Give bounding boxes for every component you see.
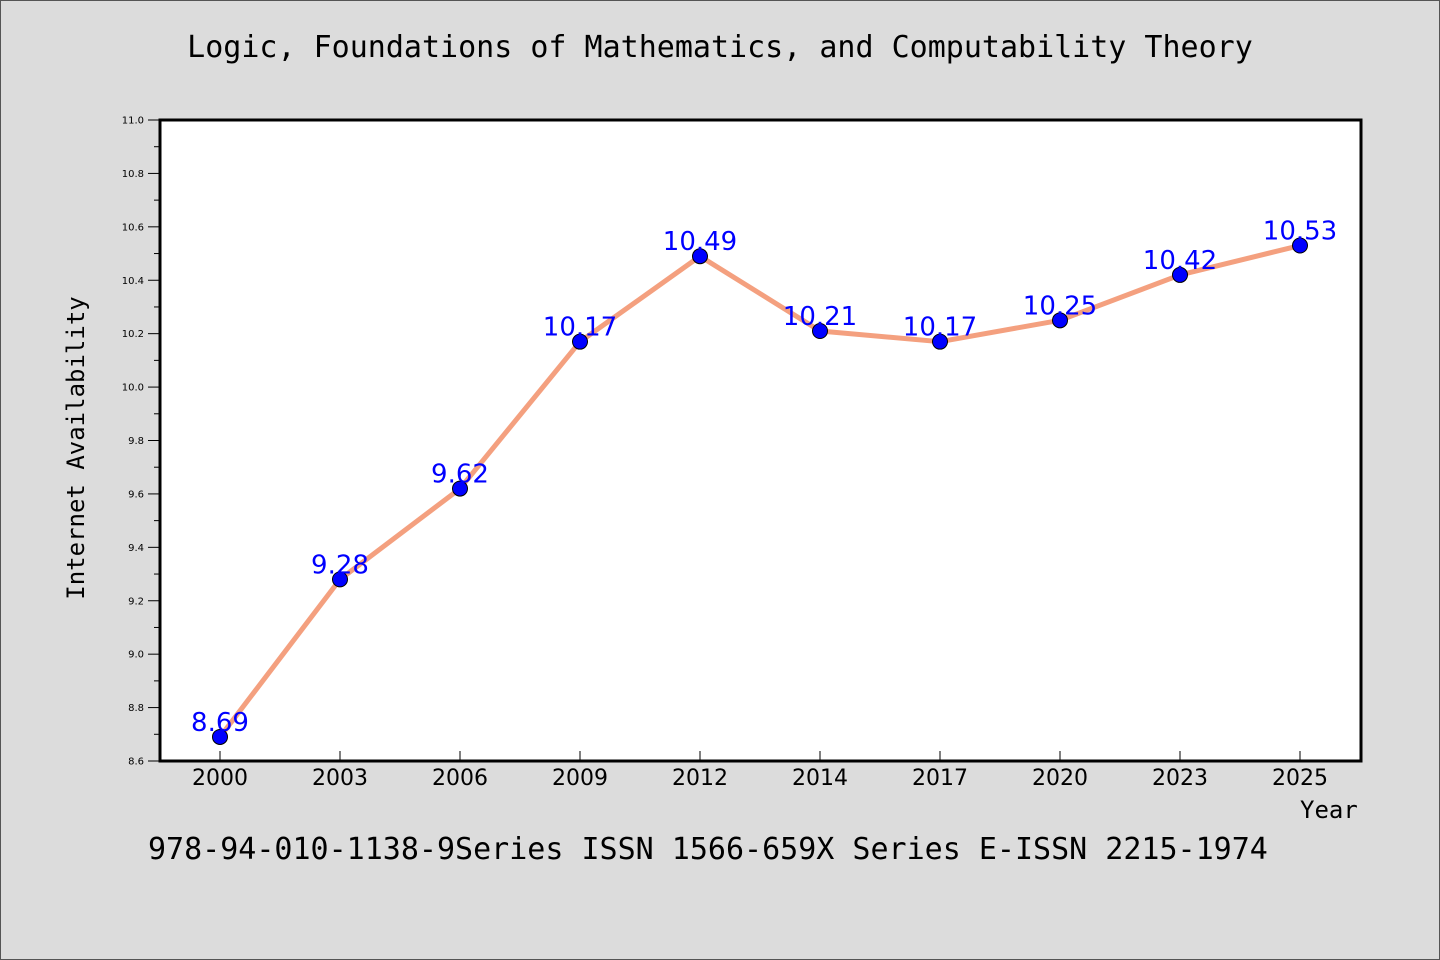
data-point (1292, 237, 1308, 254)
data-label: 10.25 (1023, 291, 1097, 321)
x-tick-label: 2006 (432, 766, 488, 791)
y-tick-label: 11.0 (122, 116, 144, 127)
footer-isbn-text: 978-94-010-1138-9Series ISSN 1566-659X S… (148, 832, 1268, 867)
data-point (572, 333, 588, 350)
data-label: 9.62 (431, 460, 489, 490)
y-tick-label: 10.2 (122, 329, 144, 340)
y-tick-label: 8.6 (128, 757, 144, 768)
x-tick-label: 2025 (1272, 766, 1328, 791)
data-point (932, 333, 948, 350)
x-tick-label: 2023 (1152, 766, 1208, 791)
data-label: 10.21 (783, 302, 857, 332)
data-point (692, 248, 708, 265)
series-group: 8.69 9.28 9.62 10.17 10.49 10.21 10.17 10.25 10.… (191, 217, 1337, 745)
data-label: 9.28 (311, 550, 369, 580)
y-tick-label: 9.4 (128, 543, 144, 554)
plot-area (158, 118, 1363, 763)
data-label: 10.42 (1143, 246, 1217, 276)
data-label: 10.53 (1263, 217, 1337, 247)
x-tick-label: 2003 (312, 766, 368, 791)
y-tick-label: 8.8 (128, 703, 144, 714)
y-tick-label: 10.4 (122, 276, 144, 287)
y-tick-label: 9.6 (128, 489, 144, 500)
y-tick-label: 9.0 (128, 650, 144, 661)
series-line (218, 243, 1301, 739)
x-tick-label: 2020 (1032, 766, 1088, 791)
y-tick-label: 10.8 (122, 169, 144, 180)
y-axis: 8.6 8.8 9.0 9.2 9.4 9.6 9.8 10.0 10.2 10.4 10.6 10.… (122, 116, 160, 768)
data-point (1052, 312, 1068, 329)
x-tick-label: 2014 (792, 766, 848, 791)
y-tick-label: 10.6 (122, 222, 144, 233)
data-point (812, 322, 828, 339)
y-tick-label: 10.0 (122, 383, 144, 394)
data-point (452, 480, 468, 497)
y-tick-label: 9.2 (128, 596, 144, 607)
x-tick-label: 2000 (192, 766, 248, 791)
data-point (1172, 266, 1188, 283)
x-tick-label: 2009 (552, 766, 608, 791)
data-label: 8.69 (191, 708, 249, 738)
data-label: 10.49 (663, 227, 737, 257)
x-axis: 2000 2003 2006 2009 2012 2014 2017 2020 2023 2025 (192, 751, 1328, 791)
y-tick-label: 9.8 (128, 436, 144, 447)
data-label: 10.17 (543, 313, 617, 343)
x-axis-label: Year (1300, 796, 1358, 824)
x-tick-label: 2017 (912, 766, 968, 791)
data-point (332, 571, 348, 588)
data-label: 10.17 (903, 313, 977, 343)
data-point (212, 728, 228, 745)
x-tick-label: 2012 (672, 766, 728, 791)
chart-title: Logic, Foundations of Mathematics, and C… (187, 30, 1253, 65)
